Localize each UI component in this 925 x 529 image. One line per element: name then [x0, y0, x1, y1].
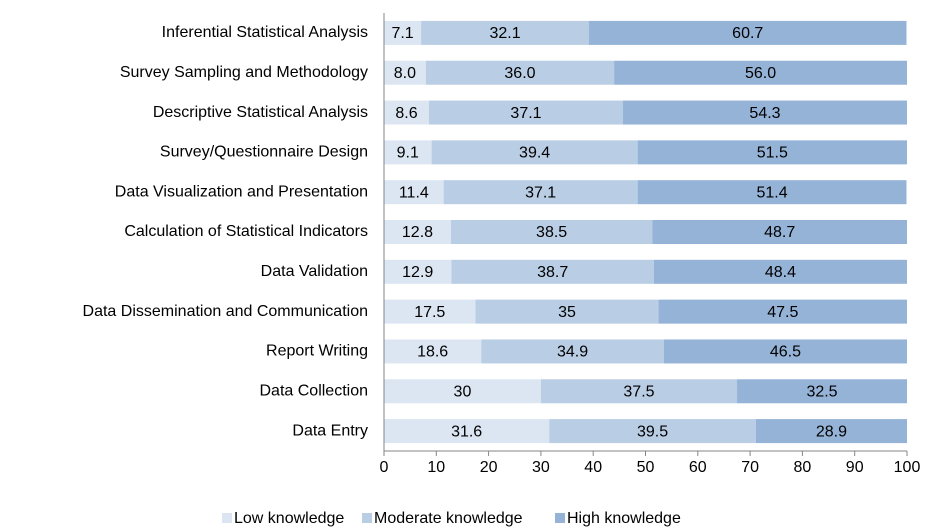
data-label: 38.7	[537, 264, 568, 281]
y-tick-label: Data Entry	[292, 422, 368, 439]
x-tick-label: 10	[427, 459, 445, 476]
data-label: 51.5	[757, 145, 788, 162]
data-label: 46.5	[770, 344, 801, 361]
data-label: 39.5	[637, 423, 668, 440]
x-tick-label: 80	[794, 459, 812, 476]
x-tick-label: 50	[637, 459, 655, 476]
data-label: 32.1	[490, 25, 521, 42]
legend-label: Moderate knowledge	[374, 510, 523, 527]
data-label: 12.9	[402, 264, 433, 281]
bar-segment	[384, 259, 452, 284]
y-tick-label: Data Validation	[261, 263, 368, 280]
data-label: 12.8	[402, 224, 433, 241]
bar-segment	[549, 419, 756, 444]
data-label: 36.0	[504, 65, 535, 82]
data-label: 47.5	[767, 304, 798, 321]
data-label: 18.6	[417, 344, 448, 361]
bar-segment	[431, 140, 638, 165]
y-tick-label: Inferential Statistical Analysis	[162, 24, 368, 41]
bar-segment	[653, 259, 907, 284]
bar-segment	[652, 220, 907, 244]
data-label: 38.5	[536, 224, 567, 241]
legend-label: Low knowledge	[234, 510, 344, 527]
data-label: 37.1	[510, 105, 541, 122]
x-tick-label: 60	[689, 459, 707, 476]
data-label: 56.0	[745, 65, 776, 82]
bar-segment	[384, 20, 422, 45]
bar-segment	[384, 299, 476, 324]
data-label: 28.9	[816, 423, 847, 440]
bar-segment	[384, 379, 541, 404]
bar-segment	[540, 379, 738, 404]
data-label: 8.6	[395, 105, 417, 122]
bar-segment	[475, 299, 659, 324]
data-label: 32.5	[806, 383, 837, 400]
bar-segment	[384, 100, 429, 125]
bar-segment	[384, 180, 444, 205]
x-tick-label: 90	[846, 459, 864, 476]
y-tick-label: Data Visualization and Presentation	[115, 183, 368, 200]
bar-segment	[614, 60, 907, 85]
y-tick-label: Data Collection	[260, 382, 369, 399]
data-label: 31.6	[451, 423, 482, 440]
data-label: 7.1	[391, 25, 413, 42]
data-label: 17.5	[414, 304, 445, 321]
y-tick-label: Report Writing	[266, 343, 368, 360]
x-tick-label: 40	[584, 459, 602, 476]
data-label: 35	[558, 304, 576, 321]
bar-segment	[663, 339, 907, 364]
data-label: 37.1	[525, 184, 556, 201]
bar-segment	[421, 20, 590, 45]
data-label: 37.5	[623, 383, 654, 400]
bar-segment	[384, 60, 426, 85]
x-tick-label: 70	[741, 459, 759, 476]
data-label: 60.7	[732, 25, 763, 42]
y-tick-label: Survey Sampling and Methodology	[120, 64, 368, 81]
data-label: 54.3	[749, 105, 780, 122]
bar-segment	[384, 339, 482, 364]
data-label: 48.7	[764, 224, 795, 241]
bar-segment	[384, 419, 550, 444]
bar-segment	[451, 259, 654, 284]
data-label: 48.4	[765, 264, 796, 281]
bar-segment	[623, 100, 907, 125]
legend-swatch	[222, 513, 232, 523]
bar-segment	[481, 339, 664, 364]
data-label: 34.9	[557, 344, 588, 361]
bar-segment	[384, 140, 432, 165]
bar-segment	[450, 220, 653, 244]
bar-segment	[658, 299, 907, 324]
x-tick-label: 30	[532, 459, 550, 476]
bar-segment	[384, 220, 451, 244]
bar-segment	[637, 180, 907, 205]
data-label: 9.1	[397, 145, 419, 162]
bar-segment	[755, 419, 907, 444]
y-tick-label: Data Dissemination and Communication	[83, 303, 368, 320]
bar-segment	[428, 100, 624, 125]
x-tick-label: 0	[380, 459, 389, 476]
legend-swatch	[555, 513, 565, 523]
data-label: 11.4	[399, 184, 429, 201]
x-tick-label: 20	[480, 459, 498, 476]
data-label: 39.4	[519, 145, 550, 162]
bar-segment	[589, 20, 907, 45]
legend-label: High knowledge	[567, 510, 681, 527]
y-tick-label: Survey/Questionnaire Design	[160, 144, 368, 161]
data-label: 51.4	[756, 184, 787, 201]
legend-swatch	[362, 513, 372, 523]
y-tick-label: Descriptive Statistical Analysis	[153, 104, 368, 121]
data-label: 30	[454, 383, 472, 400]
bar-segment	[737, 379, 907, 404]
bar-segment	[443, 180, 638, 205]
y-tick-label: Calculation of Statistical Indicators	[124, 223, 368, 240]
data-label: 8.0	[394, 65, 416, 82]
bar-segment	[637, 140, 907, 165]
bar-segment	[425, 60, 615, 85]
x-tick-label: 100	[894, 459, 921, 476]
